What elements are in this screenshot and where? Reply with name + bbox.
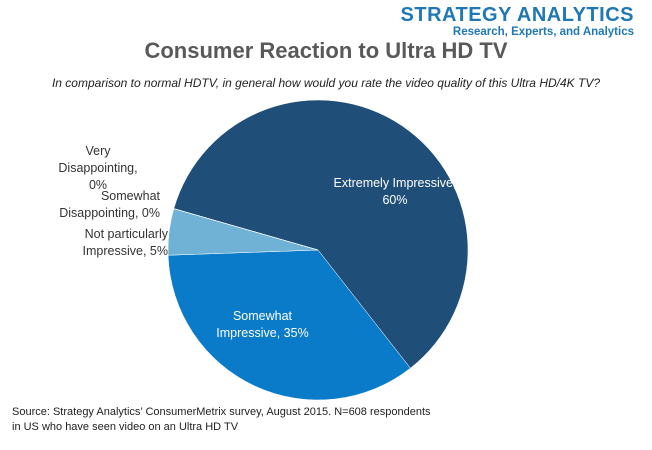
data-label: Somewhat Disappointing, 0% — [59, 189, 160, 220]
source-note: Source: Strategy Analytics’ ConsumerMetr… — [12, 406, 431, 433]
pie-slice — [167, 249, 411, 401]
data-label: Very Disappointing, 0% — [58, 144, 138, 192]
data-label: Somewhat Impressive, 35% — [216, 309, 309, 340]
pie-slice — [173, 99, 469, 369]
data-label: Extremely Impressive, 60% — [333, 176, 457, 207]
brand-tagline: Research, Experts, and Analytics — [452, 26, 634, 38]
chart-subtitle: In comparison to normal HDTV, in general… — [51, 76, 601, 90]
brand: STRATEGY ANALYTICS Research, Experts, an… — [401, 4, 634, 38]
chart-title: Consumer Reaction to Ultra HD TV — [144, 38, 508, 63]
brand-name: STRATEGY ANALYTICS — [400, 4, 634, 26]
data-label: Not particularly Impressive, 5% — [82, 227, 168, 258]
pie-slice — [173, 208, 319, 251]
